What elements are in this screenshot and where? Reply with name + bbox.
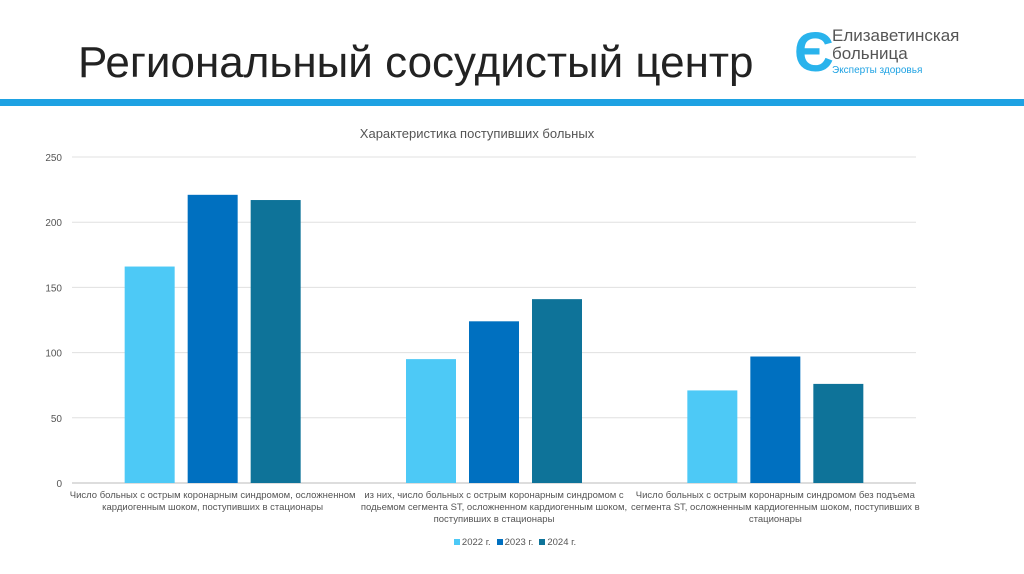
header-divider xyxy=(0,99,1024,106)
bar-2023-cat3 xyxy=(750,356,801,483)
bar-2022-cat1 xyxy=(124,266,175,483)
legend-label: 2023 г. xyxy=(504,537,534,548)
y-tick-label: 50 xyxy=(51,414,63,425)
legend-swatch xyxy=(453,539,460,545)
bar-2024-cat3 xyxy=(813,383,864,483)
page-title: Региональный сосудистый центр xyxy=(78,38,754,87)
logo-name-1: Елизаветинская xyxy=(832,26,960,45)
bar-2024-cat2 xyxy=(532,299,582,483)
bar-2022-cat2 xyxy=(406,359,456,483)
chart-title: Характеристика поступивших больных xyxy=(360,126,595,141)
legend-swatch xyxy=(496,539,503,545)
legend-label: 2022 г. xyxy=(461,537,491,548)
bar-2024-cat1 xyxy=(250,200,301,484)
legend: 2022 г. 2023 г. 2024 г. xyxy=(0,537,1024,548)
hospital-logo: Є Елизаветинская больница Эксперты здоров… xyxy=(794,24,984,84)
legend-label: 2024 г. xyxy=(547,537,577,548)
category-label: Число больных с острым коронарным синдро… xyxy=(69,490,356,513)
category-label: Число больных с острым коронарным синдро… xyxy=(630,490,920,525)
y-tick-label: 150 xyxy=(45,283,62,294)
category-label: из них, число больных с острым коронарны… xyxy=(360,490,628,525)
bar-2023-cat1 xyxy=(187,194,238,484)
logo-mark-icon: Є xyxy=(794,20,834,83)
bar-2023-cat2 xyxy=(469,321,519,483)
legend-swatch xyxy=(539,539,546,545)
y-tick-label: 0 xyxy=(56,479,62,490)
logo-tagline: Эксперты здоровья xyxy=(832,65,923,76)
y-tick-label: 200 xyxy=(45,218,62,229)
logo-name-2: больница xyxy=(832,44,908,63)
y-tick-label: 250 xyxy=(45,153,62,164)
bar-2022-cat3 xyxy=(687,390,738,483)
y-tick-label: 100 xyxy=(45,349,62,360)
